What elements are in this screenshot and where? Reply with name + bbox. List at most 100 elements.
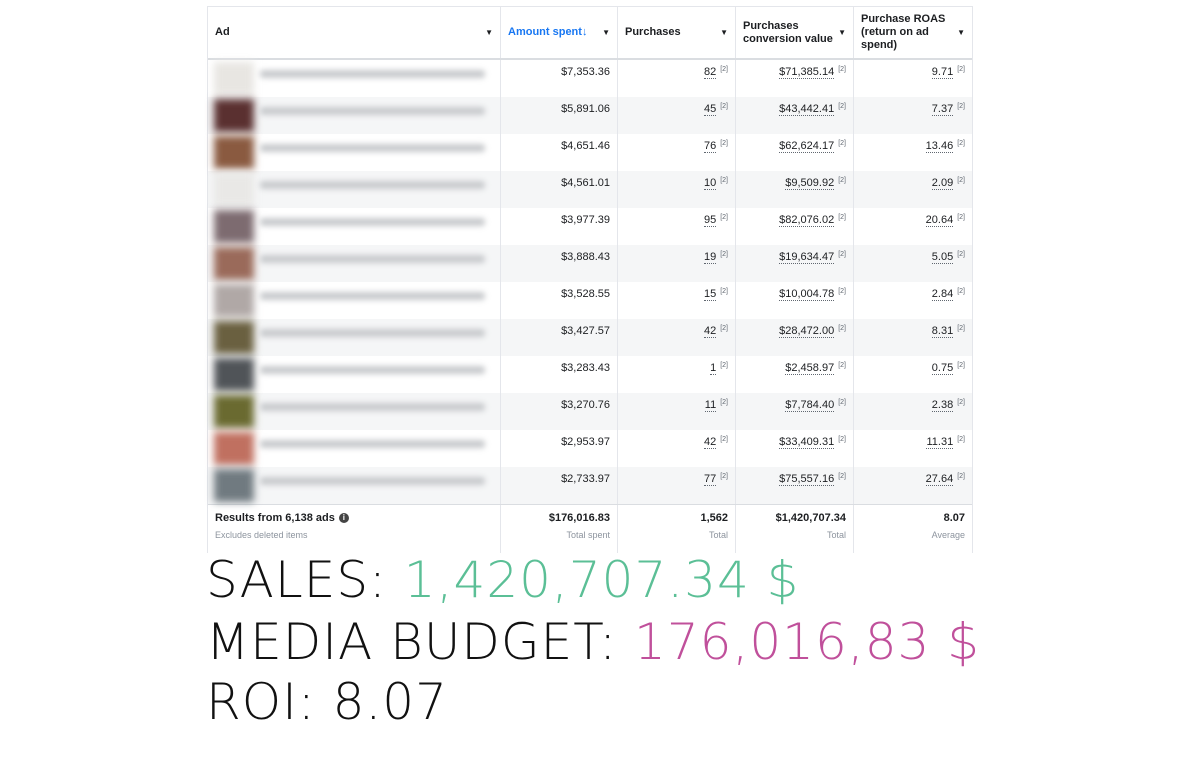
- footnote-marker: [2]: [720, 214, 728, 221]
- table-row[interactable]: $3,270.76 11 [2] $7,784.40 [2] 2.38 [2]: [208, 393, 972, 430]
- table-row[interactable]: $2,733.97 77 [2] $75,557.16 [2] 27.64 [2]: [208, 467, 972, 504]
- average-roas: 8.07: [943, 512, 965, 524]
- ad-cell[interactable]: [208, 208, 501, 245]
- footnote-marker: [2]: [957, 214, 965, 221]
- footnote-marker: [2]: [838, 436, 846, 443]
- roas-cell[interactable]: 2.84 [2]: [854, 282, 972, 319]
- ad-cell[interactable]: [208, 134, 501, 171]
- roas-value: 0.75: [931, 362, 954, 375]
- table-row[interactable]: $4,651.46 76 [2] $62,624.17 [2] 13.46 [2]: [208, 134, 972, 171]
- purchases-cell[interactable]: 11 [2]: [618, 393, 736, 430]
- roas-cell[interactable]: 7.37 [2]: [854, 97, 972, 134]
- conversion-value-cell[interactable]: $75,557.16 [2]: [736, 467, 854, 504]
- table-row[interactable]: $3,977.39 95 [2] $82,076.02 [2] 20.64 [2]: [208, 208, 972, 245]
- caret-down-icon[interactable]: ▼: [602, 28, 610, 37]
- roas-cell[interactable]: 11.31 [2]: [854, 430, 972, 467]
- roas-cell[interactable]: 20.64 [2]: [854, 208, 972, 245]
- ad-cell[interactable]: [208, 60, 501, 97]
- purchases-cell[interactable]: 10 [2]: [618, 171, 736, 208]
- roas-cell[interactable]: 13.46 [2]: [854, 134, 972, 171]
- purchases-cell[interactable]: 45 [2]: [618, 97, 736, 134]
- footnote-marker: [2]: [720, 473, 728, 480]
- column-header-conversion-value[interactable]: Purchases conversion value ▼: [736, 7, 854, 58]
- table-row[interactable]: $5,891.06 45 [2] $43,442.41 [2] 7.37 [2]: [208, 97, 972, 134]
- conversion-value-cell[interactable]: $71,385.14 [2]: [736, 60, 854, 97]
- conversion-value-cell[interactable]: $9,509.92 [2]: [736, 171, 854, 208]
- column-header-ad[interactable]: Ad ▼: [208, 7, 501, 58]
- roas-cell[interactable]: 8.31 [2]: [854, 319, 972, 356]
- purchases-cell[interactable]: 19 [2]: [618, 245, 736, 282]
- purchases-cell[interactable]: 1 [2]: [618, 356, 736, 393]
- conversion-value: $33,409.31: [779, 436, 835, 449]
- purchases-cell[interactable]: 15 [2]: [618, 282, 736, 319]
- budget-value: 176,016,83 $: [634, 613, 981, 671]
- footnote-marker: [2]: [957, 177, 965, 184]
- roas-cell[interactable]: 9.71 [2]: [854, 60, 972, 97]
- purchases-cell[interactable]: 76 [2]: [618, 134, 736, 171]
- results-count: Results from 6,138 ads: [215, 512, 335, 524]
- roas-value: 9.71: [931, 66, 954, 79]
- table-row[interactable]: $2,953.97 42 [2] $33,409.31 [2] 11.31 [2]: [208, 430, 972, 467]
- conversion-value-cell[interactable]: $7,784.40 [2]: [736, 393, 854, 430]
- header-label: Purchase ROAS (return on ad spend): [861, 13, 946, 51]
- table-row[interactable]: $3,528.55 15 [2] $10,004.78 [2] 2.84 [2]: [208, 282, 972, 319]
- column-header-roas[interactable]: Purchase ROAS (return on ad spend) ▼: [854, 7, 972, 58]
- table-row[interactable]: $3,888.43 19 [2] $19,634.47 [2] 5.05 [2]: [208, 245, 972, 282]
- table-row[interactable]: $4,561.01 10 [2] $9,509.92 [2] 2.09 [2]: [208, 171, 972, 208]
- ad-cell[interactable]: [208, 467, 501, 504]
- excludes-note: Excludes deleted items: [215, 530, 308, 540]
- roas-cell[interactable]: 0.75 [2]: [854, 356, 972, 393]
- ad-cell[interactable]: [208, 245, 501, 282]
- roas-value: 20.64: [925, 214, 954, 227]
- amount-spent-cell: $4,651.46: [501, 134, 618, 171]
- amount-spent-cell: $4,561.01: [501, 171, 618, 208]
- ad-cell[interactable]: [208, 282, 501, 319]
- purchases-cell[interactable]: 42 [2]: [618, 430, 736, 467]
- ad-cell[interactable]: [208, 319, 501, 356]
- ad-cell[interactable]: [208, 393, 501, 430]
- roas-value: 2.84: [931, 288, 954, 301]
- purchases-cell[interactable]: 42 [2]: [618, 319, 736, 356]
- purchases-cell[interactable]: 95 [2]: [618, 208, 736, 245]
- conversion-value: $28,472.00: [779, 325, 835, 338]
- table-row[interactable]: $3,283.43 1 [2] $2,458.97 [2] 0.75 [2]: [208, 356, 972, 393]
- amount-spent-cell: $3,977.39: [501, 208, 618, 245]
- purchases-value: 19: [703, 251, 717, 264]
- ads-table: Ad ▼ Amount spent↓ ▼ Purchases ▼ Purchases …: [207, 6, 973, 553]
- ad-cell[interactable]: [208, 171, 501, 208]
- conversion-value-cell[interactable]: $10,004.78 [2]: [736, 282, 854, 319]
- purchases-cell[interactable]: 82 [2]: [618, 60, 736, 97]
- info-icon[interactable]: i: [338, 513, 349, 524]
- conversion-value-cell[interactable]: $2,458.97 [2]: [736, 356, 854, 393]
- roas-cell[interactable]: 2.38 [2]: [854, 393, 972, 430]
- ad-thumbnail: [214, 432, 254, 465]
- caret-down-icon[interactable]: ▼: [838, 28, 846, 37]
- purchases-cell[interactable]: 77 [2]: [618, 467, 736, 504]
- column-header-purchases[interactable]: Purchases ▼: [618, 7, 736, 58]
- table-row[interactable]: $3,427.57 42 [2] $28,472.00 [2] 8.31 [2]: [208, 319, 972, 356]
- footnote-marker: [2]: [838, 288, 846, 295]
- caret-down-icon[interactable]: ▼: [720, 28, 728, 37]
- roas-cell[interactable]: 2.09 [2]: [854, 171, 972, 208]
- roi-value: 8.07: [332, 673, 448, 731]
- conversion-value-cell[interactable]: $19,634.47 [2]: [736, 245, 854, 282]
- ad-cell[interactable]: [208, 430, 501, 467]
- conversion-value-cell[interactable]: $28,472.00 [2]: [736, 319, 854, 356]
- conversion-value-cell[interactable]: $33,409.31 [2]: [736, 430, 854, 467]
- roas-value: 8.31: [931, 325, 954, 338]
- caret-down-icon[interactable]: ▼: [957, 28, 965, 37]
- ad-cell[interactable]: [208, 97, 501, 134]
- purchases-value: 95: [703, 214, 717, 227]
- conversion-value-cell[interactable]: $82,076.02 [2]: [736, 208, 854, 245]
- roas-cell[interactable]: 27.64 [2]: [854, 467, 972, 504]
- column-header-amount-spent[interactable]: Amount spent↓ ▼: [501, 7, 618, 58]
- ad-cell[interactable]: [208, 356, 501, 393]
- conversion-value-cell[interactable]: $43,442.41 [2]: [736, 97, 854, 134]
- footnote-marker: [2]: [838, 473, 846, 480]
- caret-down-icon[interactable]: ▼: [485, 28, 493, 37]
- table-row[interactable]: $7,353.36 82 [2] $71,385.14 [2] 9.71 [2]: [208, 60, 972, 97]
- header-label: Ad: [215, 26, 230, 38]
- roas-cell[interactable]: 5.05 [2]: [854, 245, 972, 282]
- ad-name-blurred: [260, 366, 485, 374]
- conversion-value-cell[interactable]: $62,624.17 [2]: [736, 134, 854, 171]
